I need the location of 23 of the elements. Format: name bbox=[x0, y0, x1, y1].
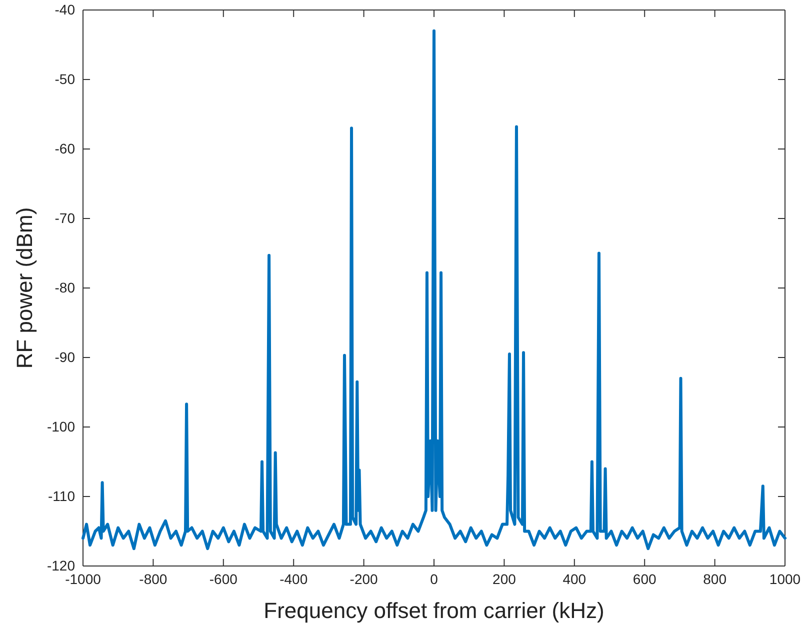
x-tick-label: 800 bbox=[703, 570, 727, 587]
y-tick-label: -100 bbox=[46, 418, 76, 434]
x-tick-label: -400 bbox=[280, 570, 308, 587]
x-tick-label: 1000 bbox=[769, 570, 801, 587]
line-series bbox=[82, 29, 786, 550]
y-tick-label: -60 bbox=[54, 140, 76, 156]
y-tick-label: -40 bbox=[54, 1, 76, 18]
x-tick-label: -600 bbox=[209, 570, 238, 587]
x-tick-label: 0 bbox=[430, 570, 438, 587]
x-tick-label: -200 bbox=[350, 570, 378, 587]
x-tick-label: 600 bbox=[632, 570, 656, 587]
y-axis-title: RF power (dBm) bbox=[12, 207, 37, 369]
x-tick-label: 200 bbox=[492, 570, 516, 587]
x-tick-label: -800 bbox=[139, 570, 168, 587]
y-tick-label: -90 bbox=[54, 348, 76, 365]
y-tick-label: -50 bbox=[54, 70, 76, 87]
y-tick-label: -70 bbox=[54, 210, 76, 226]
x-tick-label: 400 bbox=[562, 570, 586, 587]
y-tick-label: -110 bbox=[48, 488, 76, 504]
x-tick-label: -1000 bbox=[65, 570, 102, 587]
x-axis-title: Frequency offset from carrier (kHz) bbox=[264, 598, 604, 623]
y-tick-label: -120 bbox=[46, 557, 76, 574]
y-tick-label: -80 bbox=[54, 279, 76, 296]
